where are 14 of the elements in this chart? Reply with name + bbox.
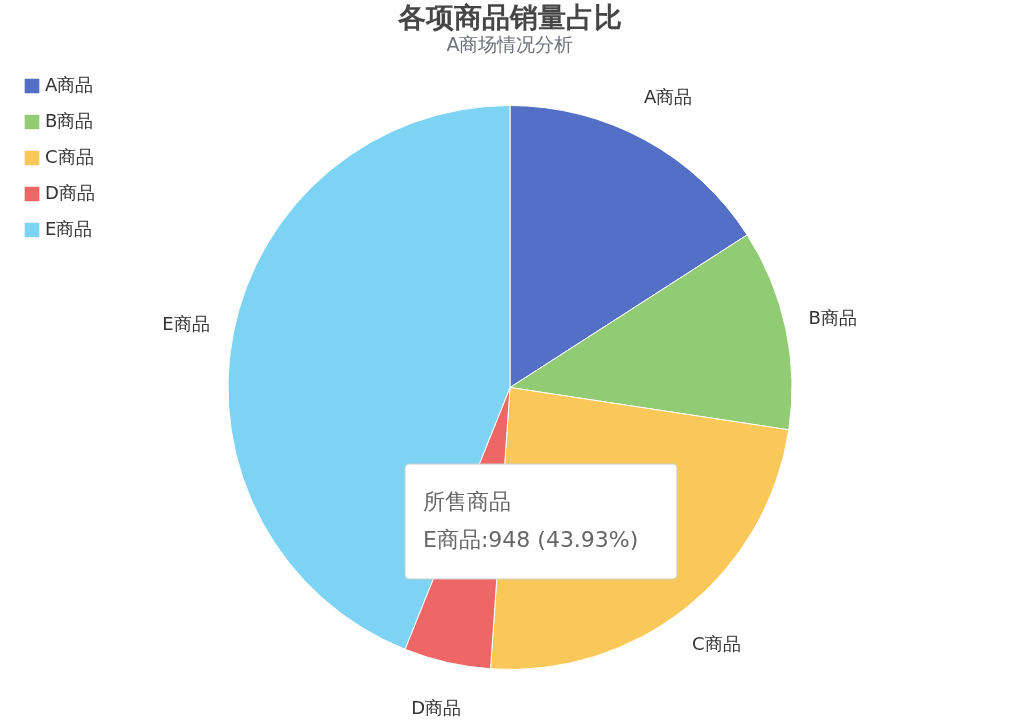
slice-label: D商品	[411, 697, 462, 719]
legend-label: C商品	[45, 146, 94, 167]
legend-label: D商品	[45, 182, 95, 203]
slice-label: B商品	[808, 306, 857, 328]
legend-label: A商品	[45, 74, 94, 95]
legend-label: E商品	[45, 218, 93, 239]
slice-label: C商品	[692, 633, 741, 655]
chart-subtitle: A商场情况分析	[446, 33, 574, 55]
legend-label: B商品	[45, 110, 94, 131]
slice-label: A商品	[643, 85, 693, 107]
chart-title: 各项商品销量占比	[397, 1, 622, 34]
text: E商品:948 (43.93%)	[423, 527, 639, 552]
text: 所售商品	[423, 489, 511, 514]
slice-label: E商品	[162, 312, 210, 334]
